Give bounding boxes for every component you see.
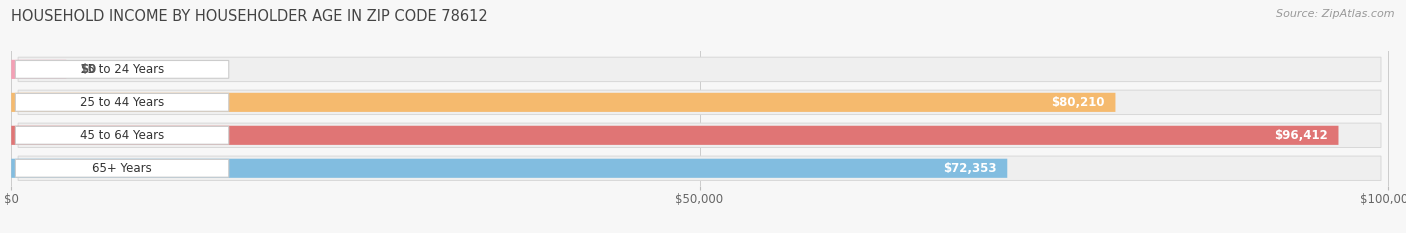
FancyBboxPatch shape (11, 93, 1115, 112)
Text: $80,210: $80,210 (1050, 96, 1105, 109)
Text: $96,412: $96,412 (1274, 129, 1327, 142)
FancyBboxPatch shape (18, 123, 1381, 147)
FancyBboxPatch shape (11, 159, 1007, 178)
Text: 25 to 44 Years: 25 to 44 Years (80, 96, 165, 109)
FancyBboxPatch shape (15, 127, 229, 144)
FancyBboxPatch shape (15, 159, 229, 177)
FancyBboxPatch shape (18, 57, 1381, 82)
FancyBboxPatch shape (11, 126, 1339, 145)
Text: HOUSEHOLD INCOME BY HOUSEHOLDER AGE IN ZIP CODE 78612: HOUSEHOLD INCOME BY HOUSEHOLDER AGE IN Z… (11, 9, 488, 24)
Text: $72,353: $72,353 (943, 162, 997, 175)
FancyBboxPatch shape (18, 90, 1381, 115)
FancyBboxPatch shape (15, 93, 229, 111)
Text: 45 to 64 Years: 45 to 64 Years (80, 129, 165, 142)
Text: 65+ Years: 65+ Years (93, 162, 152, 175)
Text: 15 to 24 Years: 15 to 24 Years (80, 63, 165, 76)
Text: $0: $0 (80, 63, 97, 76)
FancyBboxPatch shape (18, 156, 1381, 181)
FancyBboxPatch shape (15, 61, 229, 78)
FancyBboxPatch shape (11, 60, 66, 79)
Text: Source: ZipAtlas.com: Source: ZipAtlas.com (1277, 9, 1395, 19)
